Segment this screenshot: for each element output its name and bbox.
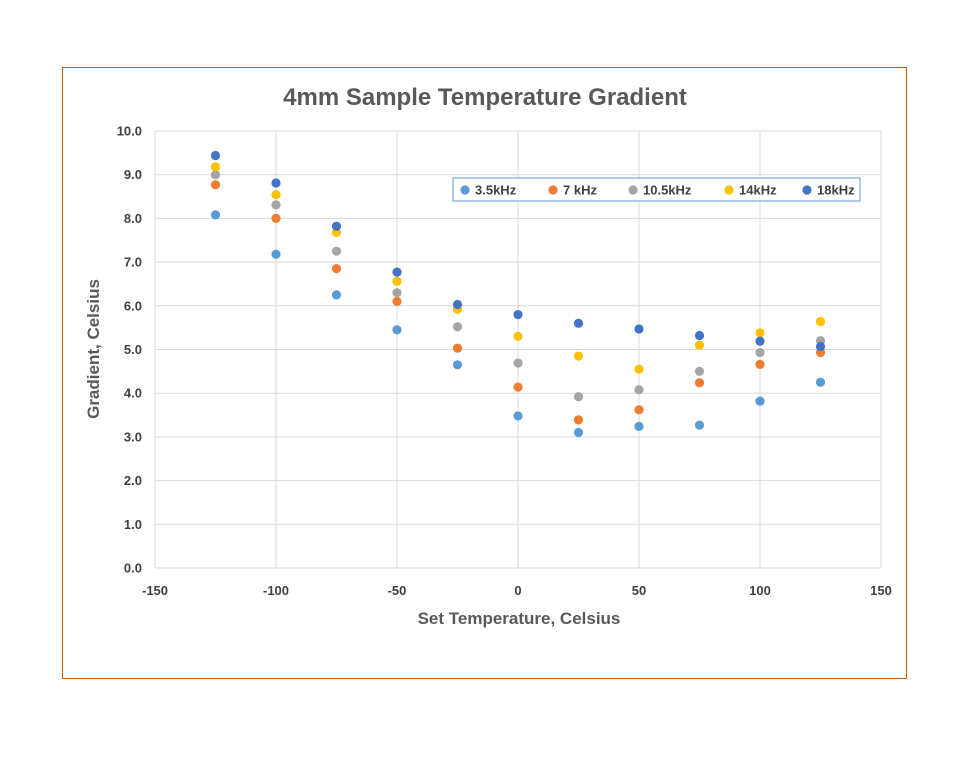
x-tick-label: -100	[263, 583, 289, 598]
data-point	[392, 276, 402, 286]
y-tick-labels: 0.0 1.0 2.0 3.0 4.0 5.0 6.0 7.0 8.0 9.0 10.0	[117, 124, 142, 576]
data-point	[815, 341, 826, 352]
data-point	[210, 180, 221, 190]
data-point	[210, 162, 221, 172]
y-tick-label: 0.0	[124, 561, 142, 576]
data-point	[573, 392, 584, 402]
series-3.5khz	[210, 210, 826, 438]
data-point	[271, 213, 281, 223]
data-point	[513, 331, 523, 341]
legend: 3.5kHz 7 kHz 10.5kHz 14kHz 18kHz	[452, 177, 861, 202]
legend-box	[452, 177, 861, 202]
data-point	[271, 249, 281, 259]
y-tick-label: 8.0	[124, 211, 142, 226]
data-point	[452, 299, 463, 310]
x-tick-label: 0	[514, 583, 521, 598]
data-point	[513, 411, 523, 421]
data-point	[392, 325, 402, 335]
data-point	[755, 396, 765, 406]
data-point	[573, 415, 584, 425]
data-point	[513, 358, 523, 368]
legend-marker	[724, 185, 734, 195]
data-point	[271, 178, 281, 188]
data-point	[573, 427, 584, 438]
data-point	[755, 328, 765, 338]
data-point	[815, 377, 826, 387]
series-7khz	[210, 180, 826, 425]
data-point	[755, 336, 765, 346]
data-point	[573, 318, 584, 328]
series-18khz	[210, 150, 826, 352]
y-axis-title: Gradient, Celsius	[84, 279, 103, 419]
x-tick-label: -150	[142, 583, 168, 598]
data-point	[210, 150, 221, 161]
data-point	[815, 316, 826, 327]
y-tick-label: 4.0	[124, 386, 142, 401]
data-point	[392, 288, 402, 298]
scatter-chart: 4mm Sample Temperature Gradient 0.0 1.0 2.…	[84, 84, 892, 628]
legend-marker	[548, 185, 558, 195]
data-point	[694, 366, 705, 376]
data-point	[755, 359, 765, 369]
legend-marker	[628, 185, 638, 195]
y-tick-label: 2.0	[124, 473, 142, 488]
data-point	[513, 382, 523, 392]
legend-label: 7 kHz	[563, 183, 597, 198]
y-tick-label: 6.0	[124, 298, 142, 313]
data-point	[271, 190, 281, 200]
data-point	[331, 264, 342, 274]
data-point	[513, 309, 523, 320]
data-point	[452, 343, 463, 353]
data-point	[331, 290, 342, 300]
data-point	[634, 364, 644, 374]
data-point	[392, 296, 402, 307]
x-tick-label: -50	[388, 583, 407, 598]
data-point	[634, 324, 644, 334]
legend-marker	[460, 185, 470, 195]
x-tick-labels: -150 -100 -50 0 50 100 150	[142, 583, 892, 598]
data-point	[452, 360, 463, 370]
data-point	[573, 351, 584, 361]
gridlines	[154, 130, 882, 569]
data-point	[331, 246, 342, 256]
legend-label: 18kHz	[817, 183, 855, 198]
chart-title: 4mm Sample Temperature Gradient	[283, 84, 687, 111]
legend-label: 14kHz	[739, 183, 777, 198]
y-tick-label: 1.0	[124, 517, 142, 532]
data-point	[210, 210, 221, 220]
y-tick-label: 7.0	[124, 255, 142, 270]
data-point	[331, 221, 342, 231]
data-point	[694, 330, 705, 341]
data-point	[271, 200, 281, 210]
x-axis-title: Set Temperature, Celsius	[418, 609, 621, 628]
data-points	[210, 150, 826, 438]
y-tick-label: 9.0	[124, 167, 142, 182]
data-point	[634, 421, 644, 432]
data-point	[634, 385, 644, 395]
data-point	[755, 347, 765, 358]
legend-marker	[802, 185, 812, 195]
data-point	[634, 405, 644, 415]
data-point	[694, 378, 705, 388]
chart-frame: 4mm Sample Temperature Gradient 0.0 1.0 2.…	[62, 67, 907, 679]
data-point	[452, 322, 463, 332]
y-tick-label: 3.0	[124, 429, 142, 444]
data-point	[210, 170, 221, 180]
x-tick-label: 50	[632, 583, 646, 598]
data-point	[694, 340, 705, 350]
y-tick-label: 5.0	[124, 342, 142, 357]
legend-label: 10.5kHz	[643, 183, 692, 198]
x-tick-label: 150	[870, 583, 892, 598]
legend-label: 3.5kHz	[475, 183, 517, 198]
x-tick-label: 100	[749, 583, 771, 598]
data-point	[694, 420, 705, 430]
data-point	[392, 267, 402, 277]
y-tick-label: 10.0	[117, 124, 142, 139]
